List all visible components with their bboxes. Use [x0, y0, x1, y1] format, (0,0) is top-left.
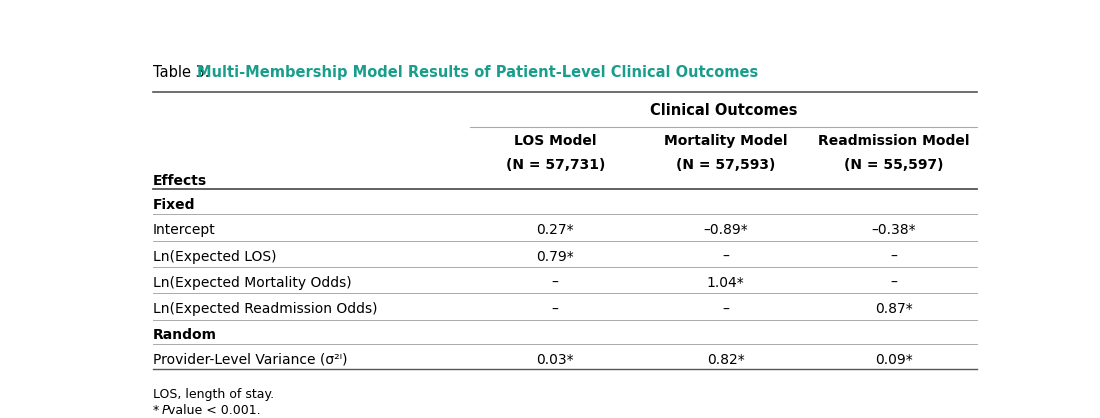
- Text: –0.89*: –0.89*: [703, 223, 748, 237]
- Text: 0.03*: 0.03*: [537, 353, 574, 367]
- Text: Intercept: Intercept: [153, 223, 216, 237]
- Text: (N = 57,593): (N = 57,593): [676, 158, 776, 172]
- Text: Clinical Outcomes: Clinical Outcomes: [650, 103, 798, 118]
- Text: (N = 57,731): (N = 57,731): [506, 158, 605, 172]
- Text: –: –: [552, 276, 559, 290]
- Text: Ln(Expected Readmission Odds): Ln(Expected Readmission Odds): [153, 303, 377, 316]
- Text: 0.79*: 0.79*: [537, 250, 574, 264]
- Text: Fixed: Fixed: [153, 198, 196, 212]
- Text: (N = 55,597): (N = 55,597): [845, 158, 944, 172]
- Text: 0.82*: 0.82*: [707, 353, 745, 367]
- Text: Readmission Model: Readmission Model: [818, 134, 970, 148]
- Text: LOS Model: LOS Model: [514, 134, 596, 148]
- Text: –: –: [552, 303, 559, 316]
- Text: –: –: [891, 276, 898, 290]
- Text: P: P: [162, 403, 169, 417]
- Text: –: –: [891, 250, 898, 264]
- Text: 1.04*: 1.04*: [707, 276, 745, 290]
- Text: Ln(Expected LOS): Ln(Expected LOS): [153, 250, 276, 264]
- Text: Effects: Effects: [153, 174, 207, 188]
- Text: Provider-Level Variance (σ²ᴵ): Provider-Level Variance (σ²ᴵ): [153, 353, 348, 367]
- Text: *: *: [153, 403, 159, 417]
- Text: 0.27*: 0.27*: [537, 223, 574, 237]
- Text: Table 3.: Table 3.: [153, 65, 214, 80]
- Text: Mortality Model: Mortality Model: [664, 134, 788, 148]
- Text: 0.87*: 0.87*: [876, 303, 913, 316]
- Text: –: –: [723, 303, 729, 316]
- Text: –0.38*: –0.38*: [872, 223, 916, 237]
- Text: Ln(Expected Mortality Odds): Ln(Expected Mortality Odds): [153, 276, 352, 290]
- Text: Random: Random: [153, 328, 217, 342]
- Text: 0.09*: 0.09*: [876, 353, 913, 367]
- Text: LOS, length of stay.: LOS, length of stay.: [153, 388, 274, 401]
- Text: –: –: [723, 250, 729, 264]
- Text: Multi-Membership Model Results of Patient-Level Clinical Outcomes: Multi-Membership Model Results of Patien…: [197, 65, 758, 80]
- Text: value < 0.001.: value < 0.001.: [168, 403, 261, 417]
